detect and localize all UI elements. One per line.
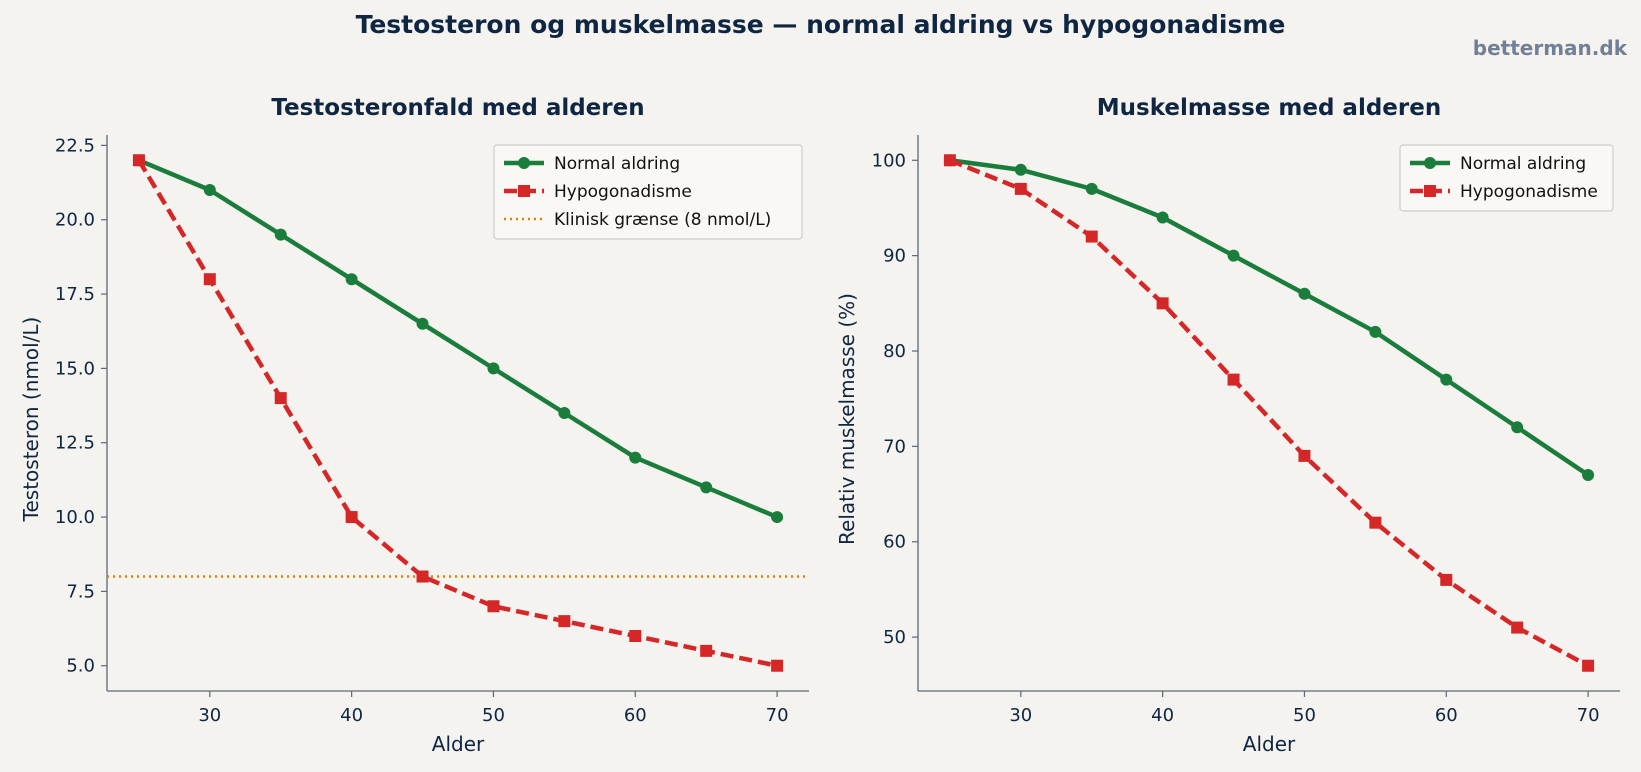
x-axis-label: Alder (432, 732, 485, 756)
data-point (274, 228, 287, 241)
figure-title: Testosteron og muskelmasse — normal aldr… (355, 10, 1286, 39)
data-point (1440, 373, 1453, 386)
data-point (1298, 449, 1311, 462)
x-tick-label: 60 (624, 705, 647, 726)
legend-swatch-marker (518, 157, 530, 169)
data-point (1369, 516, 1382, 529)
data-point (487, 362, 500, 375)
y-tick-label: 80 (883, 341, 906, 362)
y-tick-label: 15.0 (55, 358, 95, 379)
legend-box (493, 144, 803, 240)
series-1 (943, 154, 1595, 481)
x-tick-label: 30 (198, 705, 221, 726)
y-axis-label: Testosteron (nmol/L) (19, 317, 43, 523)
data-point (1227, 249, 1240, 262)
data-point (629, 629, 642, 642)
series-line (138, 158, 778, 520)
x-axis-label: Alder (1243, 732, 1296, 756)
legend-label: Normal aldring (1460, 154, 1586, 174)
x-tick-label: 50 (482, 705, 505, 726)
x-tick-label: 40 (340, 705, 363, 726)
series-line (949, 158, 1590, 668)
chart-panel-1: Testosteronfald med alderen 30 40 50 60 70 5.0… (19, 95, 809, 756)
y-tick-label: 10.0 (55, 507, 95, 528)
y-tick-label: 60 (883, 532, 906, 553)
data-point (1511, 621, 1524, 634)
legend-swatch-marker (1424, 185, 1436, 197)
series-line (136, 159, 778, 668)
data-point (416, 570, 429, 583)
data-point (345, 273, 358, 286)
y-tick-label: 12.5 (55, 433, 95, 454)
x-tick-label: 60 (1435, 705, 1458, 726)
brand-label: betterman.dk (1472, 36, 1627, 60)
y-tick-label: 5.0 (66, 656, 95, 677)
data-point (1014, 182, 1027, 195)
x-tick-label: 30 (1009, 705, 1032, 726)
data-point (1227, 373, 1240, 386)
data-point (558, 407, 571, 419)
y-tick-label: 90 (883, 246, 906, 267)
chart-title: Muskelmasse med alderen (1097, 95, 1441, 121)
series-2 (132, 154, 784, 672)
data-point (771, 659, 784, 672)
data-point (1156, 211, 1169, 224)
data-point (487, 600, 500, 613)
y-axis-label: Relativ muskelmasse (%) (835, 293, 859, 545)
x-tick-label: 50 (1293, 705, 1316, 726)
series-line (949, 158, 1590, 477)
legend-swatch-marker (518, 185, 530, 197)
y-tick-label: 50 (883, 627, 906, 648)
data-point (1440, 573, 1453, 586)
data-point (1582, 659, 1595, 672)
legend-label: Hypogonadisme (554, 182, 692, 202)
legend-box (1399, 144, 1614, 212)
y-tick-label: 20.0 (55, 210, 95, 231)
data-point (629, 451, 642, 464)
data-point (1298, 287, 1311, 300)
y-tick-label: 7.5 (66, 581, 95, 602)
y-tick-label: 17.5 (55, 284, 95, 305)
legend: Normal aldring Hypogonadisme Klinisk græns… (493, 144, 803, 240)
data-point (1085, 182, 1098, 195)
data-point (1156, 297, 1169, 310)
data-point (274, 392, 287, 405)
series-2 (943, 154, 1595, 672)
x-tick-label: 70 (766, 705, 789, 726)
data-point (132, 154, 145, 167)
data-point (700, 644, 713, 657)
data-point (1582, 468, 1595, 481)
data-point (203, 184, 216, 197)
y-tick-label: 70 (883, 436, 906, 457)
legend-swatch-marker (1424, 157, 1436, 169)
data-point (345, 511, 358, 524)
data-point (771, 511, 784, 524)
data-point (1369, 325, 1382, 338)
chart-title: Testosteronfald med alderen (271, 95, 644, 121)
data-point (558, 615, 571, 628)
legend-label: Hypogonadisme (1460, 182, 1598, 202)
data-point (1511, 421, 1524, 434)
data-point (1085, 230, 1098, 243)
x-tick-label: 70 (1577, 705, 1600, 726)
y-tick-label: 100 (872, 150, 906, 171)
data-point (1014, 163, 1027, 176)
data-point (203, 273, 216, 286)
legend-label: Normal aldring (554, 154, 680, 174)
legend-label: Klinisk grænse (8 nmol/L) (554, 210, 771, 230)
data-point (700, 481, 713, 494)
legend: Normal aldring Hypogonadisme (1399, 144, 1614, 212)
data-point (416, 317, 429, 330)
x-tick-label: 40 (1151, 705, 1174, 726)
y-tick-label: 22.5 (55, 135, 95, 156)
data-point (943, 154, 956, 167)
chart-panel-2: Muskelmasse med alderen 30 40 50 60 70 50 60 70 8… (835, 95, 1620, 756)
